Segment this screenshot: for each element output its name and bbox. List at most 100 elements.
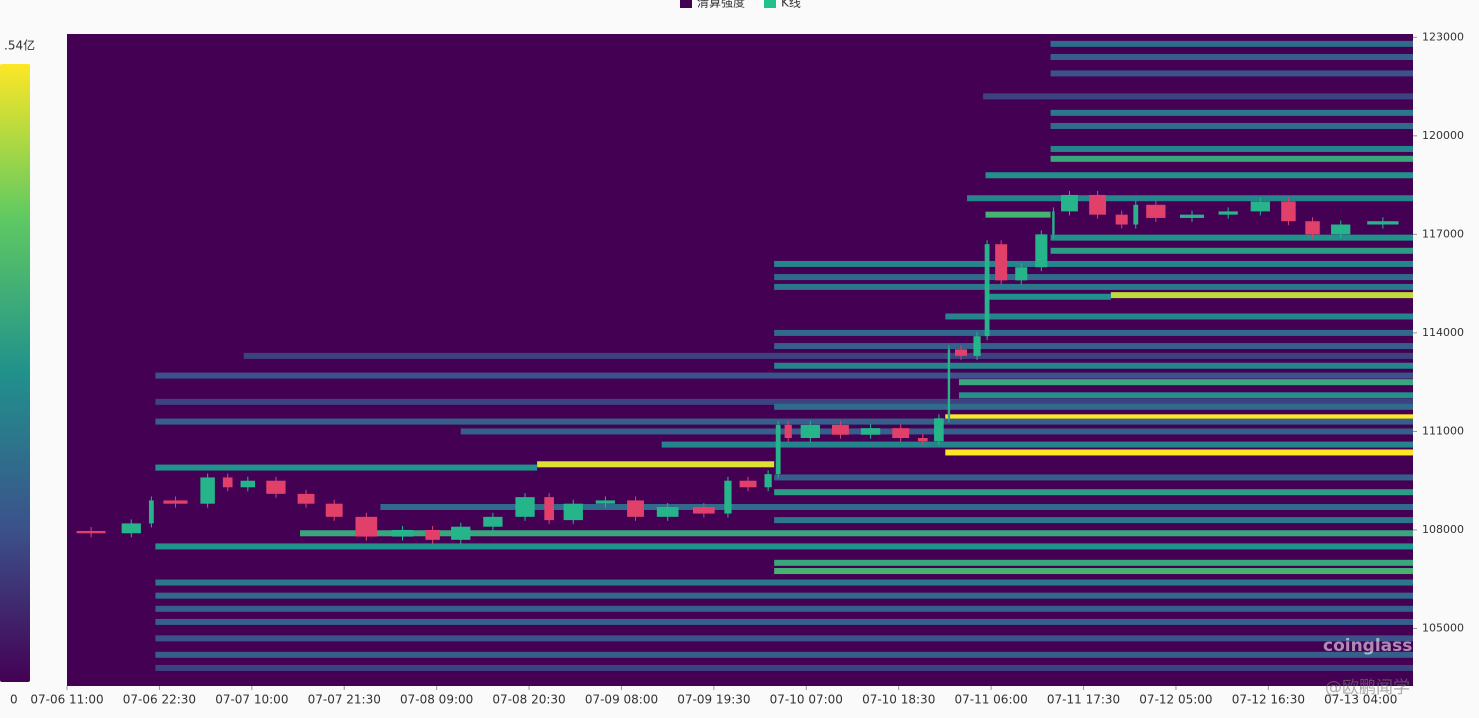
heat-band [774, 568, 1413, 575]
candle-body [1305, 221, 1320, 235]
heat-band [958, 392, 1413, 399]
candle-body [76, 530, 106, 534]
colorbar [0, 64, 30, 682]
watermark: coinglass [1323, 636, 1412, 656]
x-tick-label: 07-12 05:00 [1139, 693, 1212, 707]
candle-body [1331, 224, 1351, 235]
candle-body [995, 244, 1008, 281]
heat-band [1050, 155, 1413, 162]
heat-band [155, 464, 538, 471]
candle-body [121, 523, 141, 534]
heat-band [1050, 247, 1413, 254]
colorbar-max: .54亿 [4, 38, 35, 53]
colorbar-min: 0 [10, 693, 18, 707]
heat-band [155, 635, 1413, 642]
candle-body [1061, 194, 1078, 212]
candle-body [163, 500, 188, 504]
candle-body [860, 428, 881, 435]
heat-band [774, 283, 1413, 290]
candle-body [947, 349, 951, 419]
candle-body [148, 500, 154, 524]
credit: @欧鹏闻学 [1325, 678, 1410, 698]
candle-body [1035, 234, 1048, 268]
heat-band [967, 195, 1413, 202]
candle-body [240, 480, 256, 488]
candle-body [984, 244, 990, 337]
heat-band [774, 489, 1413, 496]
candle-body [355, 516, 378, 537]
candle-body [222, 477, 233, 488]
candle-body [973, 336, 981, 356]
heat-band [983, 93, 1413, 100]
heat-band [945, 414, 1413, 421]
y-tick-label: 120000 [1422, 129, 1464, 142]
heat-band [155, 398, 1413, 405]
heat-band [945, 313, 1413, 320]
y-tick-label: 108000 [1422, 523, 1464, 536]
heat-band [155, 651, 1413, 658]
heat-band [155, 618, 1413, 625]
candle-body [1015, 267, 1028, 281]
heat-band [774, 274, 1413, 281]
candle-body [739, 480, 757, 488]
heat-band [243, 352, 1413, 359]
heat-band [155, 543, 1413, 550]
candle-body [692, 506, 715, 514]
legend-label: K线 [781, 0, 801, 10]
x-tick-label: 07-07 10:00 [215, 693, 288, 707]
candle-body [775, 424, 781, 475]
heat-band [774, 559, 1413, 566]
heat-band [661, 441, 1413, 448]
heat-band [155, 579, 1413, 586]
x-tick-label: 07-10 07:00 [770, 693, 843, 707]
candle-body [784, 424, 792, 439]
heat-band [958, 379, 1413, 386]
y-tick-label: 105000 [1422, 622, 1464, 635]
candle-body [1218, 211, 1238, 215]
candle-body [200, 477, 215, 504]
y-tick-label: 117000 [1422, 227, 1464, 240]
candle-body [515, 497, 535, 517]
heat-band [774, 403, 1413, 410]
candle-body [954, 349, 968, 356]
x-tick-label: 07-12 16:30 [1232, 693, 1305, 707]
candle-body [764, 474, 772, 488]
heat-band [1050, 145, 1413, 152]
plot-area [67, 34, 1413, 686]
candle-body [892, 428, 910, 439]
candle-body [563, 503, 583, 521]
candle-body [425, 529, 440, 540]
x-tick-label: 07-10 18:30 [862, 693, 935, 707]
candle-body [832, 424, 849, 435]
legend-swatch [764, 0, 776, 8]
candle-body [483, 516, 503, 527]
candle-body [800, 424, 820, 439]
y-tick-label: 111000 [1422, 424, 1464, 437]
heat-band [155, 664, 1413, 671]
heat-band [155, 418, 1413, 425]
heat-band [774, 343, 1413, 350]
heat-band [300, 530, 1413, 537]
candle-body [297, 493, 315, 504]
heat-band [985, 172, 1413, 179]
candle-body [1052, 211, 1055, 235]
heat-band [1050, 53, 1413, 60]
x-tick-label: 07-09 08:00 [585, 693, 658, 707]
x-tick-label: 07-13 04:00 [1324, 693, 1397, 707]
candle-body [934, 418, 944, 442]
x-tick-label: 07-08 09:00 [400, 693, 473, 707]
heat-band [985, 293, 1111, 300]
x-tick-label: 07-06 22:30 [123, 693, 196, 707]
candle-body [917, 438, 928, 442]
heat-band [945, 449, 1413, 456]
legend-swatch [680, 0, 692, 8]
heat-band [155, 605, 1413, 612]
heat-band [774, 362, 1413, 369]
candle-body [266, 480, 286, 494]
x-tick-label: 07-06 11:00 [30, 693, 103, 707]
heat-band [1050, 122, 1413, 129]
y-tick-label: 114000 [1422, 326, 1464, 339]
candle-body [595, 500, 616, 504]
heat-band [985, 211, 1051, 218]
